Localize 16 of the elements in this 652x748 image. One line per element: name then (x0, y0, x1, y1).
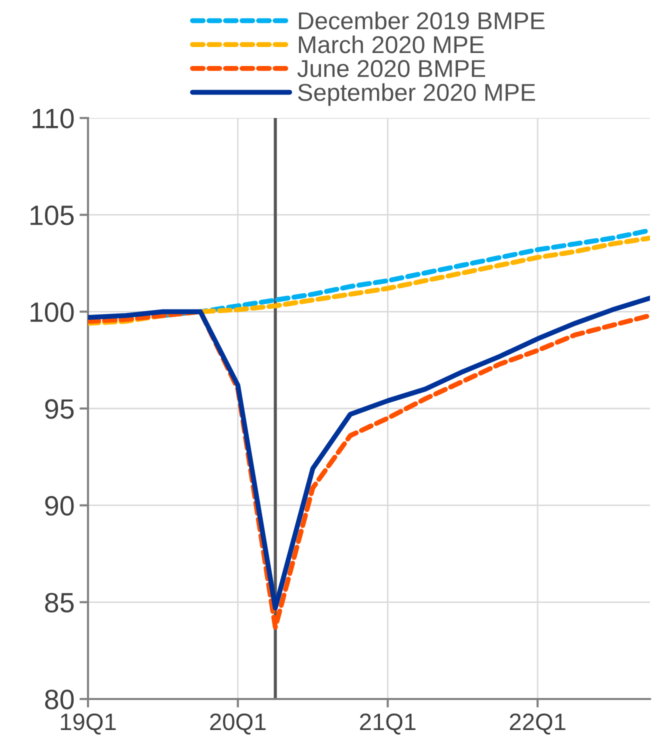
y-tick-label: 110 (32, 108, 74, 128)
x-tick-label: 19Q1 (60, 714, 116, 734)
x-tick-label: 22Q1 (510, 714, 566, 734)
y-tick-label: 80 (45, 690, 74, 710)
y-tick-label: 105 (30, 206, 74, 226)
y-tick-label: 100 (30, 302, 74, 322)
legend-label: September 2020 MPE (298, 83, 536, 106)
y-tick-label: 85 (45, 592, 74, 613)
legend-label: December 2019 BMPE (298, 12, 545, 30)
y-tick-label: 95 (45, 399, 74, 419)
line-series (88, 236, 650, 326)
legend-label: March 2020 MPE (298, 35, 484, 54)
legend-label: June 2020 BMPE (297, 60, 486, 78)
y-tick-label: 90 (45, 496, 74, 516)
x-tick-label: 20Q1 (210, 714, 266, 734)
x-tick-label: 21Q1 (360, 714, 416, 734)
